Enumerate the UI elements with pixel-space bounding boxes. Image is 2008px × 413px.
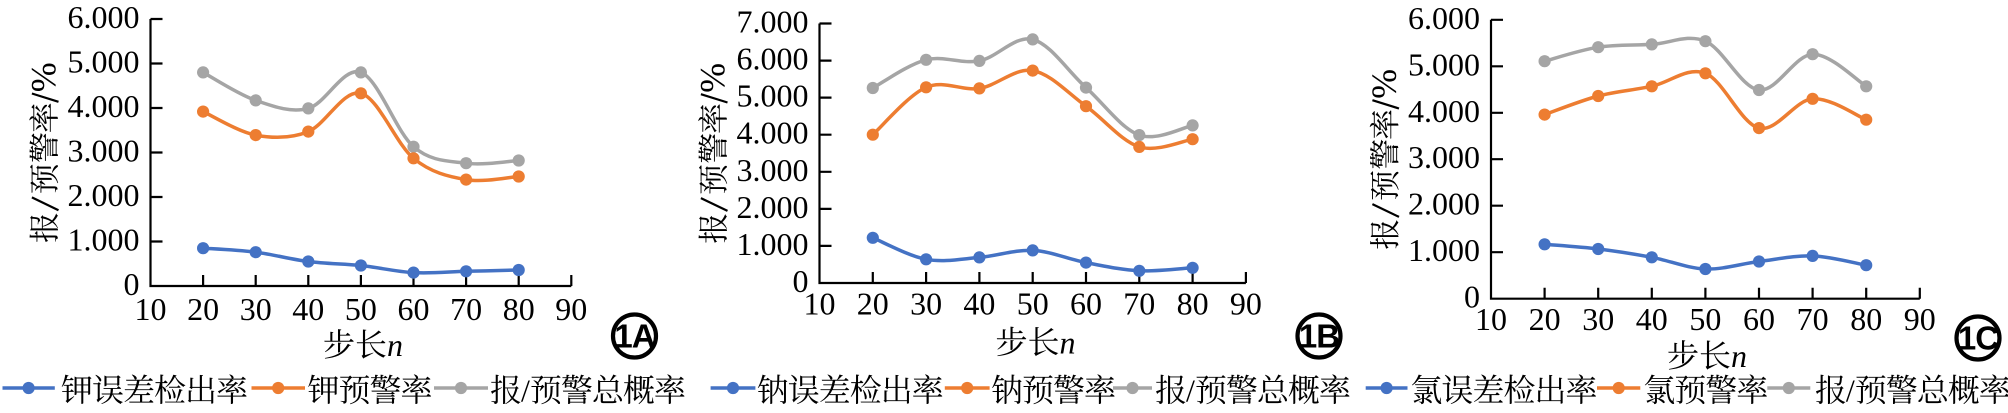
svg-text:n: n <box>387 327 403 363</box>
svg-text:90: 90 <box>1230 286 1262 322</box>
svg-text:/: / <box>521 373 530 409</box>
svg-text:/: / <box>1186 373 1195 409</box>
svg-text:7.000: 7.000 <box>737 4 809 40</box>
svg-text:60: 60 <box>398 291 430 327</box>
svg-text:6.000: 6.000 <box>737 41 809 77</box>
svg-text:80: 80 <box>503 291 535 327</box>
svg-text:50: 50 <box>1689 301 1721 337</box>
svg-text:2.000: 2.000 <box>737 189 809 225</box>
svg-text:20: 20 <box>857 286 889 322</box>
svg-text:70: 70 <box>1797 301 1829 337</box>
svg-text:90: 90 <box>1904 301 1936 337</box>
svg-text:3.000: 3.000 <box>1408 139 1480 175</box>
svg-text:%: % <box>1364 69 1404 99</box>
svg-text:4.000: 4.000 <box>1408 93 1480 129</box>
svg-text:n: n <box>1060 325 1076 361</box>
svg-text:2.000: 2.000 <box>1408 186 1480 222</box>
svg-text:50: 50 <box>1017 286 1049 322</box>
svg-text:4.000: 4.000 <box>737 115 809 151</box>
svg-text:70: 70 <box>1123 286 1155 322</box>
svg-text:1A: 1A <box>614 318 654 355</box>
svg-text:30: 30 <box>910 286 942 322</box>
svg-text:1B: 1B <box>1299 318 1339 355</box>
svg-text:40: 40 <box>963 286 995 322</box>
svg-text:5.000: 5.000 <box>1408 46 1480 82</box>
svg-text:20: 20 <box>187 291 219 327</box>
svg-text:90: 90 <box>555 291 587 327</box>
svg-text:%: % <box>693 63 733 93</box>
svg-text:%: % <box>24 62 64 92</box>
svg-text:3.000: 3.000 <box>737 152 809 188</box>
svg-text:0: 0 <box>793 263 809 299</box>
svg-text:4.000: 4.000 <box>68 88 140 124</box>
svg-text:2.000: 2.000 <box>68 177 140 213</box>
svg-text:80: 80 <box>1850 301 1882 337</box>
svg-text:50: 50 <box>345 291 377 327</box>
svg-text:10: 10 <box>1475 301 1507 337</box>
svg-text:0: 0 <box>1464 279 1480 315</box>
svg-text:10: 10 <box>135 291 167 327</box>
svg-text:1.000: 1.000 <box>1408 232 1480 268</box>
svg-text:/: / <box>1846 373 1855 409</box>
svg-text:6.000: 6.000 <box>1408 0 1480 36</box>
svg-text:30: 30 <box>1582 301 1614 337</box>
svg-text:1.000: 1.000 <box>68 222 140 258</box>
svg-text:40: 40 <box>1636 301 1668 337</box>
svg-text:1C: 1C <box>1958 320 1998 357</box>
svg-text:80: 80 <box>1177 286 1209 322</box>
svg-text:5.000: 5.000 <box>737 78 809 114</box>
svg-text:70: 70 <box>450 291 482 327</box>
svg-text:60: 60 <box>1070 286 1102 322</box>
svg-text:n: n <box>1731 338 1747 374</box>
svg-text:40: 40 <box>292 291 324 327</box>
svg-text:5.000: 5.000 <box>68 44 140 80</box>
svg-text:1.000: 1.000 <box>737 226 809 262</box>
svg-text:3.000: 3.000 <box>68 133 140 169</box>
svg-text:60: 60 <box>1743 301 1775 337</box>
svg-text:0: 0 <box>124 266 140 302</box>
svg-text:6.000: 6.000 <box>68 0 140 35</box>
svg-text:30: 30 <box>240 291 272 327</box>
svg-text:20: 20 <box>1529 301 1561 337</box>
svg-text:10: 10 <box>804 286 836 322</box>
